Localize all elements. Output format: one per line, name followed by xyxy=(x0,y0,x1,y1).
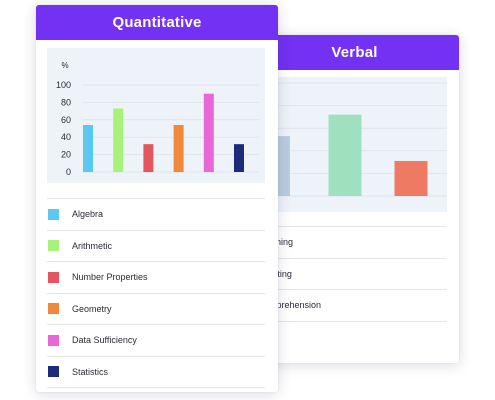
verbal-card: Verbal Reasoningcal Writing g Comprehensi… xyxy=(250,35,459,363)
verbal-legend: Reasoningcal Writing g Comprehension xyxy=(250,226,447,322)
verbal-legend-item[interactable]: cal Writing xyxy=(250,257,447,290)
y-tick-label: 40 xyxy=(61,132,71,142)
verbal-legend-label: g Comprehension xyxy=(250,300,322,311)
quantitative-legend-label: Statistics xyxy=(72,366,109,377)
y-tick-label: 80 xyxy=(61,97,71,107)
verbal-legend-divider xyxy=(250,320,447,322)
verbal-card-title: Verbal xyxy=(250,35,459,70)
quantitative-legend: Algebra Arithmetic Number Properties Geomet… xyxy=(47,198,265,388)
bar-algebra[interactable] xyxy=(83,125,93,172)
verbal-bar-chart xyxy=(250,82,447,197)
y-axis-unit-label: % xyxy=(61,61,68,70)
legend-swatch-icon xyxy=(48,271,59,283)
y-tick-label: 20 xyxy=(61,150,71,160)
bar-statistics[interactable] xyxy=(234,144,244,172)
quantitative-card: Quantitative % 0 20 40 60 80 100 Algebra Arith… xyxy=(36,5,278,392)
quantitative-legend-label: Arithmetic xyxy=(72,240,113,251)
quantitative-legend-label: Number Properties xyxy=(72,272,148,283)
quantitative-card-title: Quantitative xyxy=(36,5,278,40)
verbal-chart-panel xyxy=(250,77,447,212)
legend-swatch-icon xyxy=(48,366,59,378)
legend-swatch-icon xyxy=(48,334,59,346)
quantitative-legend-item[interactable]: Number Properties xyxy=(47,261,265,293)
quantitative-chart-panel: % 0 20 40 60 80 100 xyxy=(47,48,265,183)
bar-geometry[interactable] xyxy=(173,125,184,172)
quantitative-legend-divider xyxy=(47,387,265,388)
bar-data-sufficiency[interactable] xyxy=(203,93,214,172)
verbal-bar-2[interactable] xyxy=(328,114,362,196)
legend-swatch-icon xyxy=(48,208,59,220)
quantitative-legend-item[interactable]: Statistics xyxy=(47,355,265,388)
bar-number-properties[interactable] xyxy=(143,144,154,172)
y-tick-label: 60 xyxy=(61,115,71,125)
legend-swatch-icon xyxy=(48,240,59,252)
quantitative-bar-chart: % 0 20 40 60 80 100 xyxy=(56,61,259,177)
quantitative-legend-item[interactable]: Algebra xyxy=(47,198,265,230)
verbal-legend-item[interactable]: g Comprehension xyxy=(250,289,447,321)
quantitative-legend-label: Geometry xyxy=(72,303,112,314)
y-tick-label: 100 xyxy=(56,80,71,90)
quantitative-legend-item[interactable]: Data Sufficiency xyxy=(47,324,265,356)
legend-swatch-icon xyxy=(48,303,59,315)
bar-arithmetic[interactable] xyxy=(113,108,124,172)
quantitative-legend-label: Data Sufficiency xyxy=(72,335,137,346)
verbal-bar-3[interactable] xyxy=(394,160,428,196)
quantitative-legend-label: Algebra xyxy=(72,209,104,220)
verbal-legend-item[interactable]: Reasoning xyxy=(250,226,447,258)
quantitative-legend-item[interactable]: Geometry xyxy=(47,292,265,325)
y-tick-label: 0 xyxy=(66,167,71,177)
quantitative-legend-item[interactable]: Arithmetic xyxy=(47,229,265,262)
